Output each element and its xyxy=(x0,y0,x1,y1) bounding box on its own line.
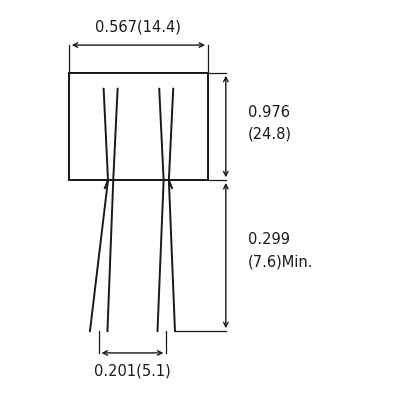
Text: (7.6)Min.: (7.6)Min. xyxy=(248,254,313,269)
Text: (24.8): (24.8) xyxy=(248,127,292,142)
Text: 0.567(14.4): 0.567(14.4) xyxy=(96,20,181,35)
Text: 0.299: 0.299 xyxy=(248,232,290,247)
Bar xyxy=(69,73,208,180)
Bar xyxy=(69,73,208,180)
Text: 0.201(5.1): 0.201(5.1) xyxy=(94,363,171,378)
Text: 0.976: 0.976 xyxy=(248,105,290,120)
Bar xyxy=(69,73,208,180)
